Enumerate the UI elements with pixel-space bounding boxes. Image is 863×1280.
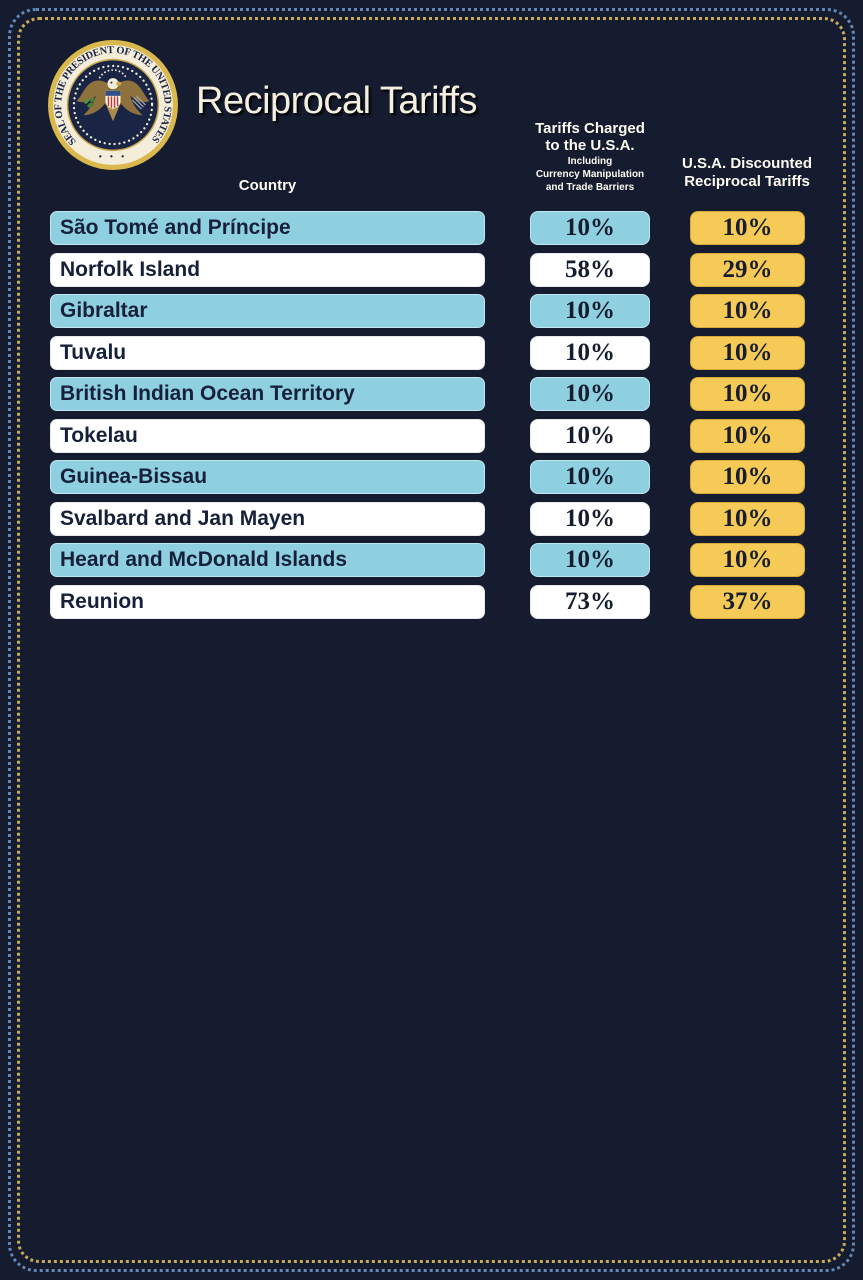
country-cell: Heard and McDonald Islands	[50, 543, 485, 577]
country-cell: Guinea-Bissau	[50, 460, 485, 494]
charged-tariff-cell: 10%	[530, 335, 650, 370]
discounted-tariff-cell: 10%	[690, 377, 805, 411]
dotted-border-inner	[17, 17, 846, 1263]
discounted-tariff-cell: 10%	[690, 294, 805, 328]
discounted-tariff-cell: 29%	[690, 252, 805, 287]
table-row: Tuvalu 10% 10%	[0, 335, 863, 370]
charged-tariff-cell: 10%	[530, 294, 650, 328]
arrows-icon	[131, 95, 146, 110]
discounted-tariff-cell: 10%	[690, 211, 805, 245]
discounted-tariff-cell: 10%	[690, 418, 805, 453]
country-cell: Tuvalu	[50, 335, 485, 370]
table-row: Norfolk Island 58% 29%	[0, 252, 863, 287]
country-cell: Svalbard and Jan Mayen	[50, 501, 485, 536]
charged-tariff-cell: 10%	[530, 543, 650, 577]
discounted-tariff-cell: 10%	[690, 543, 805, 577]
discounted-tariff-cell: 10%	[690, 460, 805, 494]
country-cell: British Indian Ocean Territory	[50, 377, 485, 411]
dotted-border-outer	[8, 8, 855, 1272]
table-row: British Indian Ocean Territory 10% 10%	[0, 377, 863, 411]
charged-tariff-cell: 73%	[530, 584, 650, 619]
discounted-tariff-cell: 10%	[690, 501, 805, 536]
table-row: Svalbard and Jan Mayen 10% 10%	[0, 501, 863, 536]
table-row: Gibraltar 10% 10%	[0, 294, 863, 328]
discounted-title-line1: U.S.A. Discounted	[681, 155, 812, 172]
country-cell: Norfolk Island	[50, 252, 485, 287]
discounted-tariff-cell: 10%	[690, 335, 805, 370]
country-cell: Gibraltar	[50, 294, 485, 328]
charged-tariff-cell: 10%	[530, 460, 650, 494]
column-header-discounted: U.S.A. Discounted Reciprocal Tariffs	[662, 155, 832, 191]
charged-tariff-cell: 10%	[530, 211, 650, 245]
olive-branch-icon	[84, 97, 96, 108]
charged-subtitle-line3: and Trade Barriers	[545, 182, 635, 193]
column-header-country: Country	[238, 177, 297, 194]
table-row: Heard and McDonald Islands 10% 10%	[0, 543, 863, 577]
column-header-charged: Tariffs Charged to the U.S.A. Including …	[495, 120, 685, 193]
charged-tariff-cell: 10%	[530, 501, 650, 536]
charged-title-line1: Tariffs Charged	[535, 120, 645, 137]
shield-icon	[104, 90, 122, 110]
seal-bottom-dots: • • •	[99, 152, 127, 161]
charged-tariff-cell: 10%	[530, 418, 650, 453]
seal-star-ring	[72, 64, 154, 146]
table-row: Tokelau 10% 10%	[0, 418, 863, 453]
charged-subtitle-line1: Including	[567, 156, 613, 167]
table-row: Guinea-Bissau 10% 10%	[0, 460, 863, 494]
country-cell: Reunion	[50, 584, 485, 619]
table-row: São Tomé and Príncipe 10% 10%	[0, 211, 863, 245]
eagle-icon	[76, 69, 150, 122]
charged-tariff-cell: 58%	[530, 252, 650, 287]
page-title: Reciprocal Tariffs	[196, 80, 478, 122]
discounted-tariff-cell: 37%	[690, 584, 805, 619]
country-cell: Tokelau	[50, 418, 485, 453]
discounted-title-line2: Reciprocal Tariffs	[684, 173, 810, 190]
charged-tariff-cell: 10%	[530, 377, 650, 411]
charged-subtitle-line2: Currency Manipulation	[535, 169, 645, 180]
table-row: Reunion 73% 37%	[0, 584, 863, 619]
country-cell: São Tomé and Príncipe	[50, 211, 485, 245]
charged-title-line2: to the U.S.A.	[545, 137, 635, 154]
tariff-rows: São Tomé and Príncipe 10% 10% Norfolk Islan…	[0, 211, 863, 619]
presidential-seal-icon: SEAL OF THE PRESIDENT OF THE UNITED STAT…	[48, 40, 178, 170]
